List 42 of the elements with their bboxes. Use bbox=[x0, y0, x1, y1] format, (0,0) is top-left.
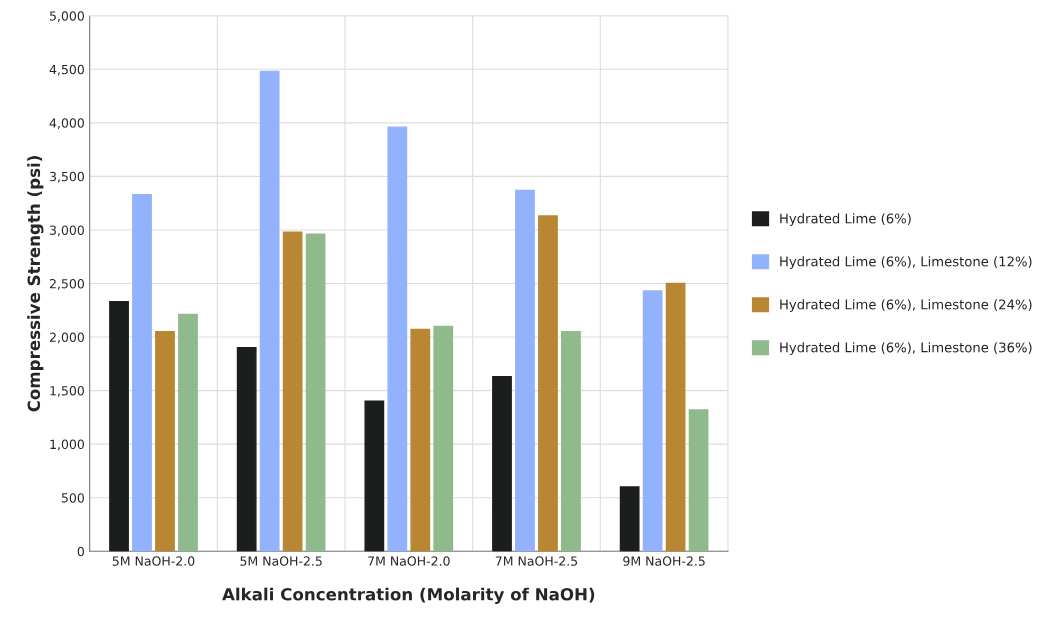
bar bbox=[619, 486, 640, 552]
bar bbox=[642, 290, 663, 552]
x-tick-label: 5M NaOH-2.5 bbox=[240, 556, 322, 566]
y-tick-label: 0 bbox=[77, 546, 84, 557]
bar bbox=[688, 409, 709, 552]
y-tick-label: 1,500 bbox=[50, 386, 84, 397]
x-tick-label: 9M NaOH-2.5 bbox=[623, 556, 705, 566]
bar bbox=[665, 282, 686, 552]
legend-label: Hydrated Lime (6%), Limestone (36%) bbox=[780, 342, 1032, 355]
bar bbox=[178, 313, 198, 552]
bar bbox=[433, 325, 454, 552]
bar bbox=[410, 328, 431, 552]
bar bbox=[305, 233, 326, 552]
x-tick-label: 5M NaOH-2.0 bbox=[112, 556, 195, 566]
bar bbox=[364, 400, 385, 552]
x-axis-title: Alkali Concentration (Molarity of NaOH) bbox=[222, 587, 595, 604]
bar bbox=[155, 330, 175, 552]
y-axis-title: Compressive Strength (psi) bbox=[27, 156, 44, 412]
y-tick-label: 4,000 bbox=[49, 118, 84, 130]
bar bbox=[515, 189, 535, 552]
bar bbox=[282, 231, 303, 552]
legend-label: Hydrated Lime (6%), Limestone (24%) bbox=[780, 299, 1032, 312]
bar bbox=[387, 126, 408, 552]
x-tick-label: 7M NaOH-2.0 bbox=[368, 556, 450, 566]
y-tick-label: 3,000 bbox=[49, 225, 84, 237]
bar bbox=[236, 347, 257, 552]
y-tick-label: 1,000 bbox=[50, 439, 84, 451]
y-tick-label: 500 bbox=[61, 493, 84, 503]
y-tick-label: 5,000 bbox=[49, 11, 84, 22]
x-tick-label: 7M NaOH-2.5 bbox=[495, 556, 578, 566]
y-tick-label: 3,500 bbox=[49, 171, 84, 183]
y-tick-label: 2,500 bbox=[49, 278, 84, 290]
y-tick-label: 4,500 bbox=[49, 64, 84, 76]
bar bbox=[538, 215, 558, 552]
bar bbox=[259, 70, 280, 552]
bar bbox=[561, 330, 581, 552]
bar bbox=[109, 301, 129, 552]
bar bbox=[132, 193, 152, 552]
y-tick-label: 2,000 bbox=[49, 332, 84, 344]
legend-label: Hydrated Lime (6%) bbox=[780, 213, 911, 226]
bar bbox=[492, 375, 512, 552]
legend-label: Hydrated Lime (6%), Limestone (12%) bbox=[780, 256, 1032, 269]
